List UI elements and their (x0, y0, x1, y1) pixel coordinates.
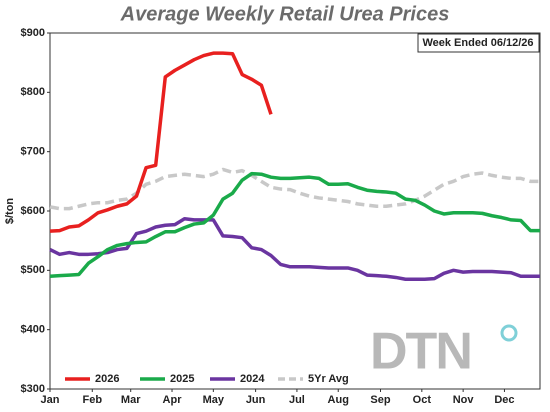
series-line (49, 216, 540, 281)
y-tick-label: $600 (21, 205, 45, 217)
x-tick-label: Apr (163, 394, 183, 406)
y-tick-label: $300 (21, 383, 45, 395)
y-axis-label: $/ton (4, 198, 16, 225)
series-line (49, 171, 540, 279)
y-tick-label: $400 (21, 324, 45, 336)
x-tick-label: May (203, 394, 225, 406)
series-line (49, 167, 540, 211)
chart-title: Average Weekly Retail Urea Prices (120, 3, 450, 25)
y-tick-label: $800 (21, 86, 45, 98)
y-tick-label: $500 (21, 264, 45, 276)
y-tick-label: $900 (21, 27, 45, 39)
legend-label: 5Yr Avg (308, 373, 349, 385)
x-tick-label: Dec (494, 394, 514, 406)
legend-label: 2025 (170, 373, 194, 385)
legend-label: 2026 (95, 373, 119, 385)
x-tick-label: Jan (41, 394, 60, 406)
annotation-box (417, 33, 540, 53)
legend-label: 2024 (240, 373, 265, 385)
watermark-dot (500, 324, 518, 342)
y-tick-label: $700 (21, 146, 45, 158)
x-tick-label: Jul (289, 394, 305, 406)
x-tick-label: Sep (370, 394, 390, 406)
x-tick-label: Oct (413, 394, 432, 406)
x-tick-label: Nov (453, 394, 475, 406)
x-tick-label: Feb (82, 394, 102, 406)
watermark: DTN (370, 323, 471, 381)
x-tick-label: Aug (328, 394, 349, 406)
x-tick-label: Jun (246, 394, 266, 406)
x-tick-label: Mar (121, 394, 141, 406)
annotation: Week Ended 06/12/26 (422, 37, 533, 49)
series-line (49, 51, 273, 233)
